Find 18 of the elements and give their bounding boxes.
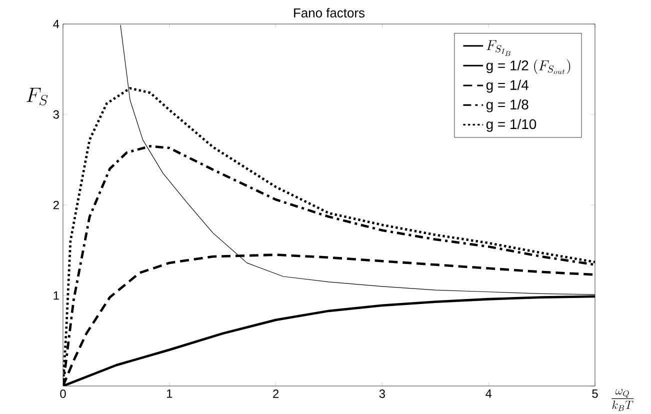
y-tick-label: 2 [53, 200, 59, 210]
x-tick-label: 2 [273, 390, 279, 398]
chart-title: Fano factors [294, 8, 365, 18]
y-tick-label: 4 [53, 20, 60, 28]
x-tick-label: 5 [592, 390, 598, 398]
x-tick-label: 3 [379, 390, 385, 398]
legend-label: $\text{g = 1/4}$ [486, 80, 528, 93]
legend-label: $\text{g = 1/2 }(F_{S_{out}})$ [486, 60, 570, 74]
x-tick-label: 4 [486, 390, 492, 398]
y-tick-label: 1 [54, 291, 59, 300]
legend-label: $F_{S_{I_B}}$ [486, 40, 510, 56]
legend-label: $\text{g = 1/10}$ [486, 118, 536, 132]
x-tick-label: 1 [166, 390, 172, 398]
y-tick-label: 3 [53, 110, 59, 119]
y-axis-title: $F_S$ [26, 88, 48, 106]
x-axis-title: $\frac{\omega_Q}{k_B T}$ [612, 389, 634, 411]
x-tick-label: 0 [60, 390, 66, 398]
legend-label: $\text{g = 1/8}$ [486, 99, 528, 112]
